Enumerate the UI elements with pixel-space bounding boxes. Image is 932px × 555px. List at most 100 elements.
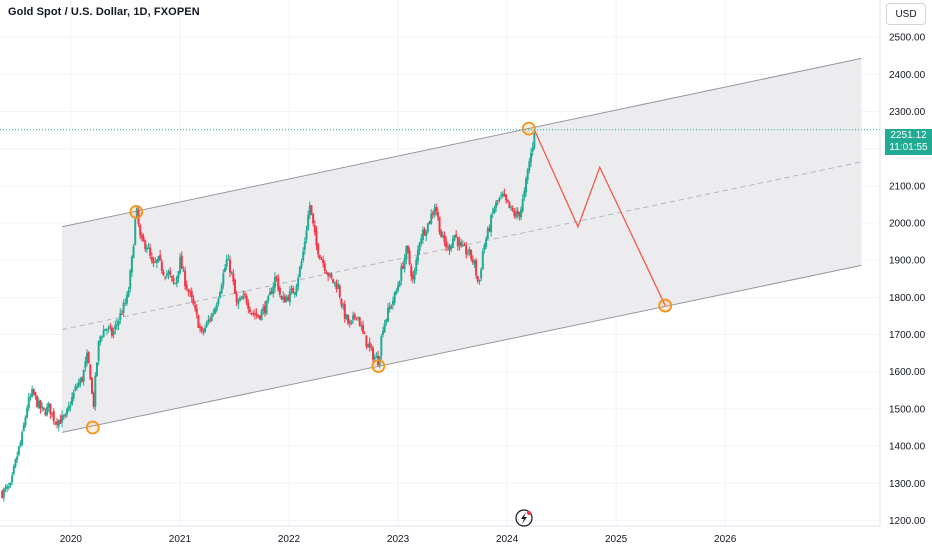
candle-body <box>443 235 446 242</box>
candle-body <box>76 386 79 388</box>
candle-body <box>493 208 496 213</box>
candle-body <box>149 247 152 256</box>
candle-body <box>410 265 413 277</box>
candle-body <box>41 406 44 408</box>
candle-body <box>523 190 526 198</box>
touch-marker[interactable] <box>371 359 386 374</box>
candle-body <box>132 246 135 259</box>
candle-body <box>433 208 436 216</box>
candle-body <box>405 246 408 260</box>
candle-body <box>363 332 366 334</box>
candle-body <box>505 194 508 201</box>
candle-body <box>478 279 481 281</box>
candle-body <box>297 277 300 287</box>
candle-body <box>54 422 57 424</box>
candle-body <box>31 389 34 397</box>
y-tick-label: 2300.00 <box>889 107 926 118</box>
y-tick-label: 2400.00 <box>889 70 926 81</box>
candle-body <box>39 400 42 409</box>
candle-body <box>303 241 306 250</box>
candle-body <box>179 257 182 273</box>
candle-body <box>528 161 531 171</box>
x-tick-label: 2026 <box>714 534 737 545</box>
projection-path[interactable] <box>533 129 666 306</box>
candle-body <box>320 259 323 261</box>
candle-body <box>260 310 263 320</box>
price-channel[interactable] <box>62 57 862 433</box>
x-tick-label: 2021 <box>169 534 192 545</box>
candle-body <box>235 293 238 303</box>
candle-body <box>194 305 197 309</box>
candle-body <box>61 415 64 423</box>
x-tick-label: 2025 <box>605 534 628 545</box>
candle-body <box>253 313 256 315</box>
candle-body <box>255 313 258 316</box>
candle-body <box>29 396 32 398</box>
candle-body <box>59 419 62 424</box>
candle-body <box>333 281 336 283</box>
candle-body <box>204 327 207 333</box>
candle-body <box>57 420 60 427</box>
candle-body <box>238 298 241 301</box>
candle-body <box>310 205 313 214</box>
candle-body <box>441 235 444 237</box>
candle-body <box>26 407 29 418</box>
candle-body <box>388 306 391 310</box>
candle-body <box>531 147 534 152</box>
candle-body <box>262 307 265 311</box>
candle-body <box>516 210 519 215</box>
touch-marker[interactable] <box>521 121 536 136</box>
candle-body <box>416 249 419 262</box>
candle-body <box>257 314 260 317</box>
candle-body <box>152 261 155 264</box>
currency-button[interactable]: USD <box>886 3 926 25</box>
candle-body <box>278 288 281 295</box>
channel-lower-line[interactable] <box>62 264 862 433</box>
last-price-badge: 2251.12 11:01:55 <box>885 129 932 155</box>
y-tick-label: 1600.00 <box>889 367 926 378</box>
candle-body <box>372 348 375 360</box>
candle-body <box>82 369 85 382</box>
candle-body <box>280 296 283 300</box>
candle-body <box>107 327 110 329</box>
y-tick-label: 1900.00 <box>889 256 926 267</box>
candle-body <box>122 302 125 314</box>
candle-body <box>85 353 88 364</box>
touch-marker[interactable] <box>658 298 673 313</box>
channel-upper-line[interactable] <box>62 57 862 228</box>
candle-body <box>352 315 355 320</box>
candle-body <box>287 296 290 301</box>
y-tick-label: 1500.00 <box>889 404 926 415</box>
candle-body <box>426 223 429 232</box>
candle-body <box>327 272 330 276</box>
candle-body <box>190 291 193 298</box>
symbol-title: Gold Spot / U.S. Dollar, 1D, FXOPEN <box>8 6 200 18</box>
candle-body <box>250 312 253 314</box>
candle-body <box>114 325 117 330</box>
candle-body <box>189 291 192 293</box>
candle-body <box>243 293 246 296</box>
candle-body <box>222 273 225 285</box>
candle-body <box>445 241 448 248</box>
candle-body <box>475 260 478 276</box>
candle-body <box>90 377 93 394</box>
candle-body <box>415 259 418 272</box>
projection-line[interactable] <box>533 129 666 306</box>
tradingview-lightning-icon <box>515 509 533 527</box>
candle-body <box>498 198 501 201</box>
touch-marker[interactable] <box>129 204 144 219</box>
candle-body <box>368 342 371 348</box>
candle-body <box>373 357 376 360</box>
candle-body <box>268 291 271 296</box>
touch-marker[interactable] <box>85 420 100 435</box>
candle-body <box>423 229 426 236</box>
candle-body <box>375 356 378 358</box>
candle-body <box>315 230 318 246</box>
candle-body <box>129 270 132 289</box>
candle-body <box>357 317 360 319</box>
candle-body <box>391 301 394 305</box>
touch-markers[interactable] <box>85 121 673 435</box>
candle-body <box>418 242 421 251</box>
